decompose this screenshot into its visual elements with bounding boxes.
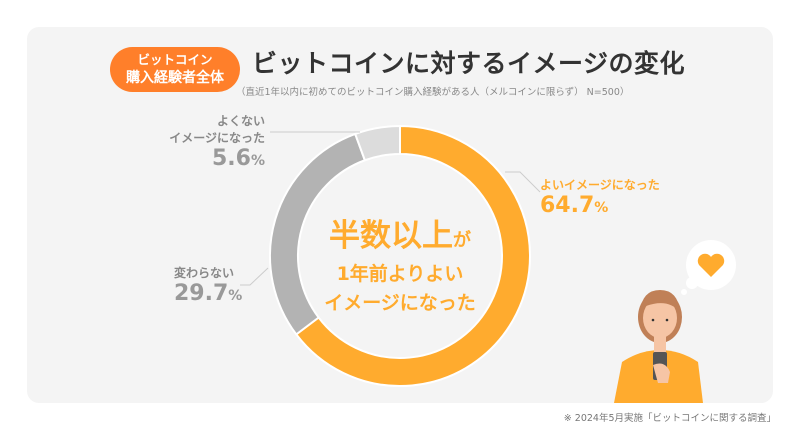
chart-subtitle: （直近1年以内に初めてのビットコイン購入経験がある人（メルコインに限らず） N=…: [236, 87, 630, 98]
label-bad-name2: イメージになった: [169, 131, 265, 145]
center-big: 半数以上: [329, 218, 453, 254]
donut-slice-0: [294, 124, 531, 387]
center-line2: 1年前よりよい: [336, 263, 464, 285]
label-same-unit: %: [228, 288, 243, 304]
chart-title: ビットコインに対するイメージの変化: [252, 49, 686, 78]
woman-illustration: [614, 240, 736, 403]
badge-line2: 購入経験者全体: [126, 70, 224, 86]
center-message: 半数以上が 1年前よりよい イメージになった: [300, 210, 500, 315]
label-bad-unit: %: [250, 153, 265, 169]
center-small: が: [453, 230, 471, 251]
center-line3: イメージになった: [324, 292, 476, 314]
leader-line-good: [505, 171, 541, 193]
footnote: ※ 2024年5月実施「ビットコインに関する調査」: [563, 413, 776, 424]
badge-line1: ビットコイン: [137, 52, 213, 67]
label-same-value: 29.7: [174, 281, 229, 306]
label-good-value: 64.7: [540, 193, 595, 218]
label-same-name: 変わらない: [174, 266, 235, 280]
donut-slice-2: [353, 124, 401, 162]
label-good: よいイメージになった 64.7%: [540, 176, 660, 218]
label-bad-name1: よくない: [216, 114, 265, 128]
label-bad: よくない イメージになった 5.6%: [140, 112, 265, 171]
label-same: 変わらない 29.7%: [174, 264, 242, 306]
segment-badge: ビットコイン 購入経験者全体: [110, 47, 240, 92]
label-bad-value: 5.6: [211, 146, 251, 171]
label-good-name: よいイメージになった: [540, 178, 660, 192]
heart-icon: [697, 253, 725, 277]
leader-line-same: [240, 267, 269, 286]
label-good-unit: %: [594, 200, 609, 216]
